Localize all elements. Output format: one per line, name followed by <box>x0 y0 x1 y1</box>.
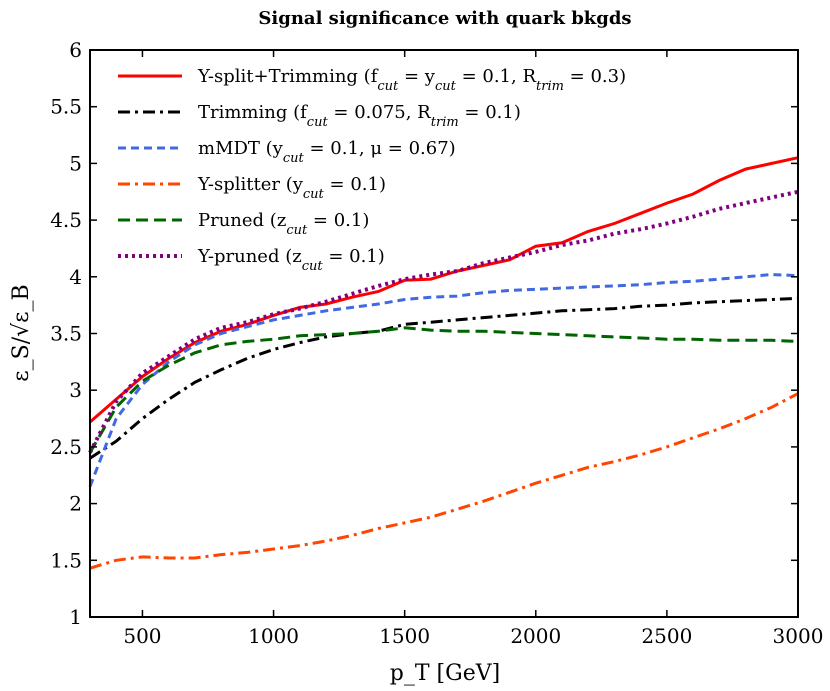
x-tick-label: 3000 <box>773 624 824 648</box>
y-tick-label: 3 <box>69 378 82 402</box>
legend-label-1: Trimming (fcut = 0.075, Rtrim = 0.1) <box>198 102 521 130</box>
y-tick-label: 1.5 <box>50 548 82 572</box>
series-line-1 <box>89 296 799 460</box>
legend: Y-split+Trimming (fcut = ycut = 0.1, Rtr… <box>118 66 626 274</box>
y-tick-label: 2 <box>69 492 82 516</box>
legend-label-3: Y-splitter (ycut = 0.1) <box>197 174 386 202</box>
y-tick-label: 1 <box>69 605 82 629</box>
x-tick-label: 1500 <box>379 624 430 648</box>
series-line-4 <box>88 326 799 454</box>
series-line-3 <box>89 392 799 570</box>
legend-label-0: Y-split+Trimming (fcut = ycut = 0.1, Rtr… <box>197 66 626 94</box>
x-axis-label: p_T [GeV] <box>390 661 500 686</box>
x-tick-label: 500 <box>123 624 161 648</box>
y-tick-label: 4 <box>69 265 82 289</box>
y-tick-label: 5.5 <box>50 95 82 119</box>
chart-title: Signal significance with quark bkgds <box>258 8 631 29</box>
legend-label-2: mMDT (ycut = 0.1, μ = 0.67) <box>198 138 456 166</box>
legend-label-4: Pruned (zcut = 0.1) <box>198 210 369 238</box>
legend-label-5: Y-pruned (zcut = 0.1) <box>197 246 385 274</box>
ticks-layer: 500 1000 1500 2000 2500 3000 1 1.5 2 2.5 3 3.5 4 4.5 5… <box>50 38 823 648</box>
series-line-5 <box>88 189 799 454</box>
series-line-0 <box>89 156 799 424</box>
x-tick-label: 2500 <box>641 624 692 648</box>
y-tick-label: 2.5 <box>50 435 82 459</box>
y-tick-label: 5 <box>69 151 82 175</box>
x-tick-label: 2000 <box>510 624 561 648</box>
y-tick-label: 6 <box>69 38 82 62</box>
y-tick-label: 4.5 <box>50 208 82 232</box>
plot-frame <box>89 49 799 618</box>
series-line-2 <box>88 272 799 488</box>
series-layer <box>88 156 799 570</box>
y-axis-label: ε_S/√ε_B <box>9 284 34 381</box>
y-tick-label: 3.5 <box>50 322 82 346</box>
x-tick-label: 1000 <box>248 624 299 648</box>
